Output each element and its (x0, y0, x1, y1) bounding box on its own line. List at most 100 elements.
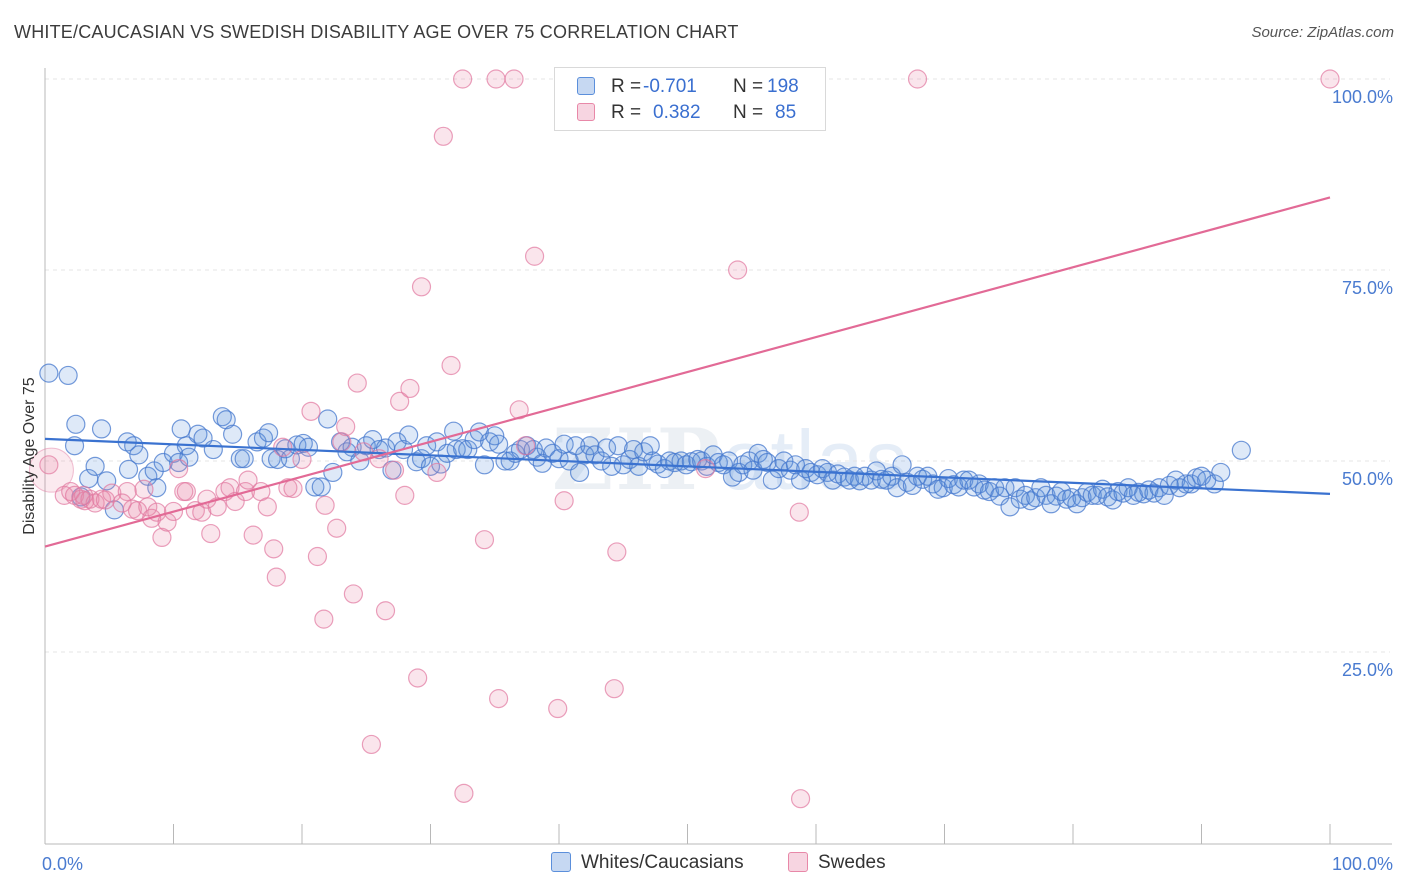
bottom-legend-swedes[interactable]: Swedes (788, 852, 886, 874)
whites-point (446, 439, 466, 460)
whites-point (923, 474, 943, 494)
swedes-point (489, 689, 509, 709)
legend-row-swedes: R = 0.382 N = 85 (577, 102, 796, 126)
series-swedes-points (28, 69, 1340, 809)
whites-point (757, 452, 777, 473)
swedes-point (411, 277, 432, 297)
watermark: ZIPatlas (552, 410, 909, 509)
y-tick-label: 50.0% (1342, 469, 1393, 489)
whites-point (458, 439, 478, 460)
whites-point (575, 445, 595, 465)
whites-point (569, 462, 590, 483)
whites-point (258, 423, 279, 443)
legend-r-value: -0.701 (643, 76, 697, 97)
swedes-point (907, 69, 928, 89)
whites-point (887, 478, 907, 498)
swedes-point (327, 518, 347, 538)
whites-point (124, 436, 144, 456)
swedes-point (112, 493, 132, 513)
swedes-point (390, 391, 410, 412)
whites-point (261, 449, 281, 469)
whites-point (796, 459, 816, 479)
swedes-point (441, 355, 461, 376)
swedes-point (375, 601, 396, 621)
y-tick-label: 25.0% (1342, 660, 1393, 680)
swedes-point (238, 470, 258, 490)
swedes-point (789, 502, 809, 522)
bottom-legend-whites[interactable]: Whites/Caucasians (551, 852, 744, 874)
whites-point (495, 451, 515, 471)
swedes-point (207, 497, 227, 517)
whites-point (1010, 489, 1030, 509)
whites-point (188, 424, 208, 444)
whites-point (234, 449, 254, 469)
axes (44, 68, 1392, 845)
whites-point (823, 470, 843, 490)
swedes-point (454, 783, 474, 803)
swedes-point (453, 69, 473, 89)
whites-point (91, 419, 112, 439)
swedes-point (315, 495, 335, 515)
swedes-point (607, 542, 627, 562)
swedes-point (728, 260, 748, 280)
watermark-bold: ZIP (552, 410, 722, 509)
whites-point (596, 438, 617, 458)
whites-point (640, 436, 660, 456)
swedes-point (504, 69, 524, 89)
whites-point (253, 428, 274, 448)
whites-point (1098, 487, 1118, 507)
whites-point (1062, 488, 1082, 508)
swedes-point (283, 478, 303, 499)
swedes-point (361, 734, 381, 755)
swedes-point (474, 530, 495, 550)
whites-point (1005, 478, 1025, 498)
y-axis-title: Disability Age Over 75 (21, 377, 38, 535)
swedes-point (336, 417, 356, 437)
swedes-point (384, 460, 405, 480)
whites-point (1211, 462, 1231, 483)
whites-trend-line (44, 437, 1331, 495)
y-tick-label: 100.0% (1332, 87, 1393, 107)
whites-point (58, 365, 78, 386)
whites-point (861, 470, 881, 490)
legend-swatch-swedes (577, 103, 595, 121)
swedes-point (61, 481, 81, 502)
whites-point (474, 455, 495, 475)
legend-r-label: R = (611, 76, 642, 97)
whites-point (293, 433, 313, 454)
swedes-point (790, 789, 811, 809)
swedes-point (292, 449, 312, 470)
whites-point (203, 439, 223, 460)
whites-point (897, 472, 917, 492)
legend-n-value: 85 (775, 102, 797, 123)
whites-point (169, 452, 189, 473)
swedes-point (548, 698, 568, 719)
swedes-point (395, 485, 415, 505)
swedes-point (1320, 69, 1340, 89)
swedes-point (28, 447, 74, 493)
legend-swatch-whites (551, 852, 571, 872)
whites-point (305, 477, 325, 497)
whites-point (892, 455, 912, 475)
whites-point (580, 436, 600, 456)
swedes-point (243, 525, 263, 545)
legend-r-label: R = (611, 102, 642, 123)
swedes-point (343, 584, 363, 604)
swedes-point (273, 437, 293, 457)
whites-point (1000, 497, 1020, 517)
swedes-point (554, 491, 574, 511)
y-tick-label: 75.0% (1342, 278, 1393, 298)
whites-point (1231, 440, 1251, 460)
whites-point (608, 436, 628, 456)
swedes-point (257, 497, 277, 517)
swedes-point (266, 567, 286, 587)
swedes-point (278, 478, 298, 498)
whites-point (85, 456, 105, 476)
whites-point (223, 424, 243, 444)
legend-swatch-whites (577, 77, 595, 95)
whites-point (171, 419, 191, 439)
swedes-point (515, 436, 536, 456)
swedes-point (524, 246, 545, 266)
series-whites-points (39, 363, 1251, 520)
whites-point (298, 437, 319, 457)
